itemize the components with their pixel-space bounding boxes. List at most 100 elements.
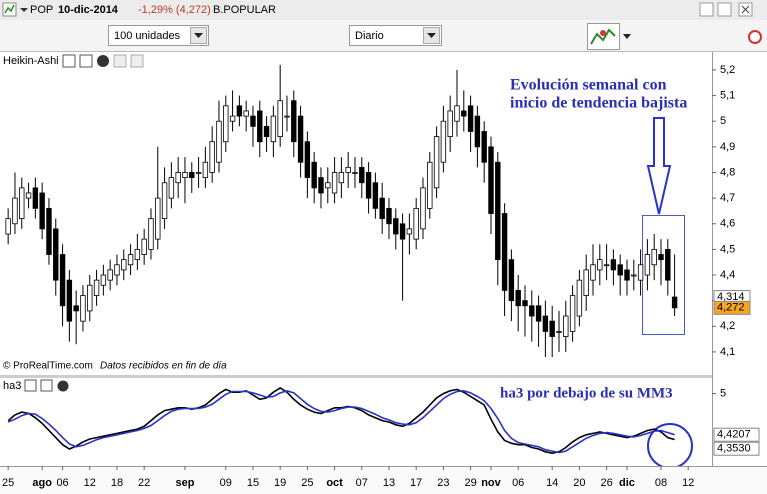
candle-body [141,238,147,255]
price-label-box [713,300,751,315]
candle-body [223,105,229,143]
x-tick-label: nov [481,477,501,489]
candle-body [610,259,617,271]
window-button[interactable] [79,54,93,68]
settings-button[interactable] [62,54,76,68]
x-tick-label: 20 [573,477,585,489]
candle-body [522,300,528,307]
close-panel-button[interactable] [97,55,109,67]
x-tick-label: 29 [464,477,476,489]
candle-body [189,172,195,179]
chart-type-glyph [590,28,616,45]
time-axis [0,466,767,494]
window-button[interactable] [40,379,53,392]
candle-body [637,264,644,281]
candle-body [338,172,345,184]
candle-body [433,136,440,189]
candle-body [529,305,535,317]
candle-body [467,105,474,132]
candle-body [365,172,372,199]
panel-title: Heikin-Ashi [3,55,59,67]
candle-body [508,259,515,302]
x-tick-label: 06 [56,477,68,489]
chart-type-button[interactable] [587,23,620,50]
x-tick-label: 25 [301,477,313,489]
candle-body [617,264,623,276]
app-icon-glyph [4,4,15,14]
symbol[interactable]: POP [30,4,53,16]
candle-body [107,269,113,281]
candle-body [345,166,351,173]
dropdown-arrow [427,33,436,38]
candle-body [515,290,521,307]
y-tick-label: 4,5 [720,243,735,255]
candle-body [603,264,610,267]
candle-body [304,141,311,179]
last-value-box [713,427,760,442]
close-panel-button[interactable] [57,380,69,392]
candle-body [148,218,154,250]
x-tick-label: 07 [356,477,368,489]
x-tick-label: 09 [220,477,232,489]
candle-body [549,320,555,337]
y-tick-label: 4,6 [720,218,735,230]
candle-body [25,192,32,199]
candle-body [19,187,25,220]
candle-body [427,161,433,209]
chart-type-glyph [600,30,606,36]
candle-body [270,115,277,143]
x-tick-label: 18 [111,477,123,489]
maximize-button[interactable] [717,2,732,17]
annotation: ha3 por debajo de su MM3 [500,385,673,401]
candle-body [182,172,188,179]
candle-body [651,248,657,266]
x-tick-label: 12 [84,477,96,489]
candle-body [155,197,161,240]
candle-body [311,161,317,189]
instrument-name: B.POPULAR [213,4,276,16]
x-tick-label: 22 [138,477,150,489]
x-tick-label: 19 [274,477,286,489]
candle-body [121,259,127,271]
date: 10-dic-2014 [58,4,119,16]
header-bar [0,0,767,20]
quantity-select[interactable] [108,25,209,46]
candle-body [379,197,385,220]
source-note: Datos recibidos en fin de día [100,361,227,372]
candle-body [209,141,215,173]
price-label: 4,272 [717,302,745,314]
x-tick-label: 13 [383,477,395,489]
y-tick-label: 5,1 [720,89,735,101]
y-tick-label: 4,4 [720,269,735,281]
source: © ProRealTime.com [3,361,93,372]
move-down-button[interactable] [130,54,144,68]
candle-body [420,187,426,230]
candle-body [671,296,678,309]
last-value-label: 4,3530 [717,443,751,455]
candle-body [590,264,596,281]
y-tick-label: 4,2 [720,320,735,332]
candle-body [100,274,107,286]
chart-type-arrow[interactable] [623,34,631,39]
x-tick-label: 23 [437,477,449,489]
candle-body [624,269,630,281]
candle-body [413,207,419,240]
period-select[interactable] [349,25,442,46]
candle-body [440,120,447,163]
side-button[interactable] [748,30,762,44]
x-tick-label: ago [32,477,52,489]
candle-body [325,182,331,189]
candle-body [352,172,358,174]
candle-body [658,254,664,261]
candle-body [631,274,637,277]
y-tick-label: 4,7 [720,192,735,204]
move-up-button[interactable] [113,54,127,68]
x-tick-label: 17 [410,477,422,489]
minimize-button[interactable] [699,2,714,17]
candle-body [406,228,413,235]
symbol-menu[interactable] [20,8,28,12]
candle-body [53,228,59,281]
candle-body [297,115,304,163]
settings-button[interactable] [24,379,37,392]
candle-body [665,248,671,281]
